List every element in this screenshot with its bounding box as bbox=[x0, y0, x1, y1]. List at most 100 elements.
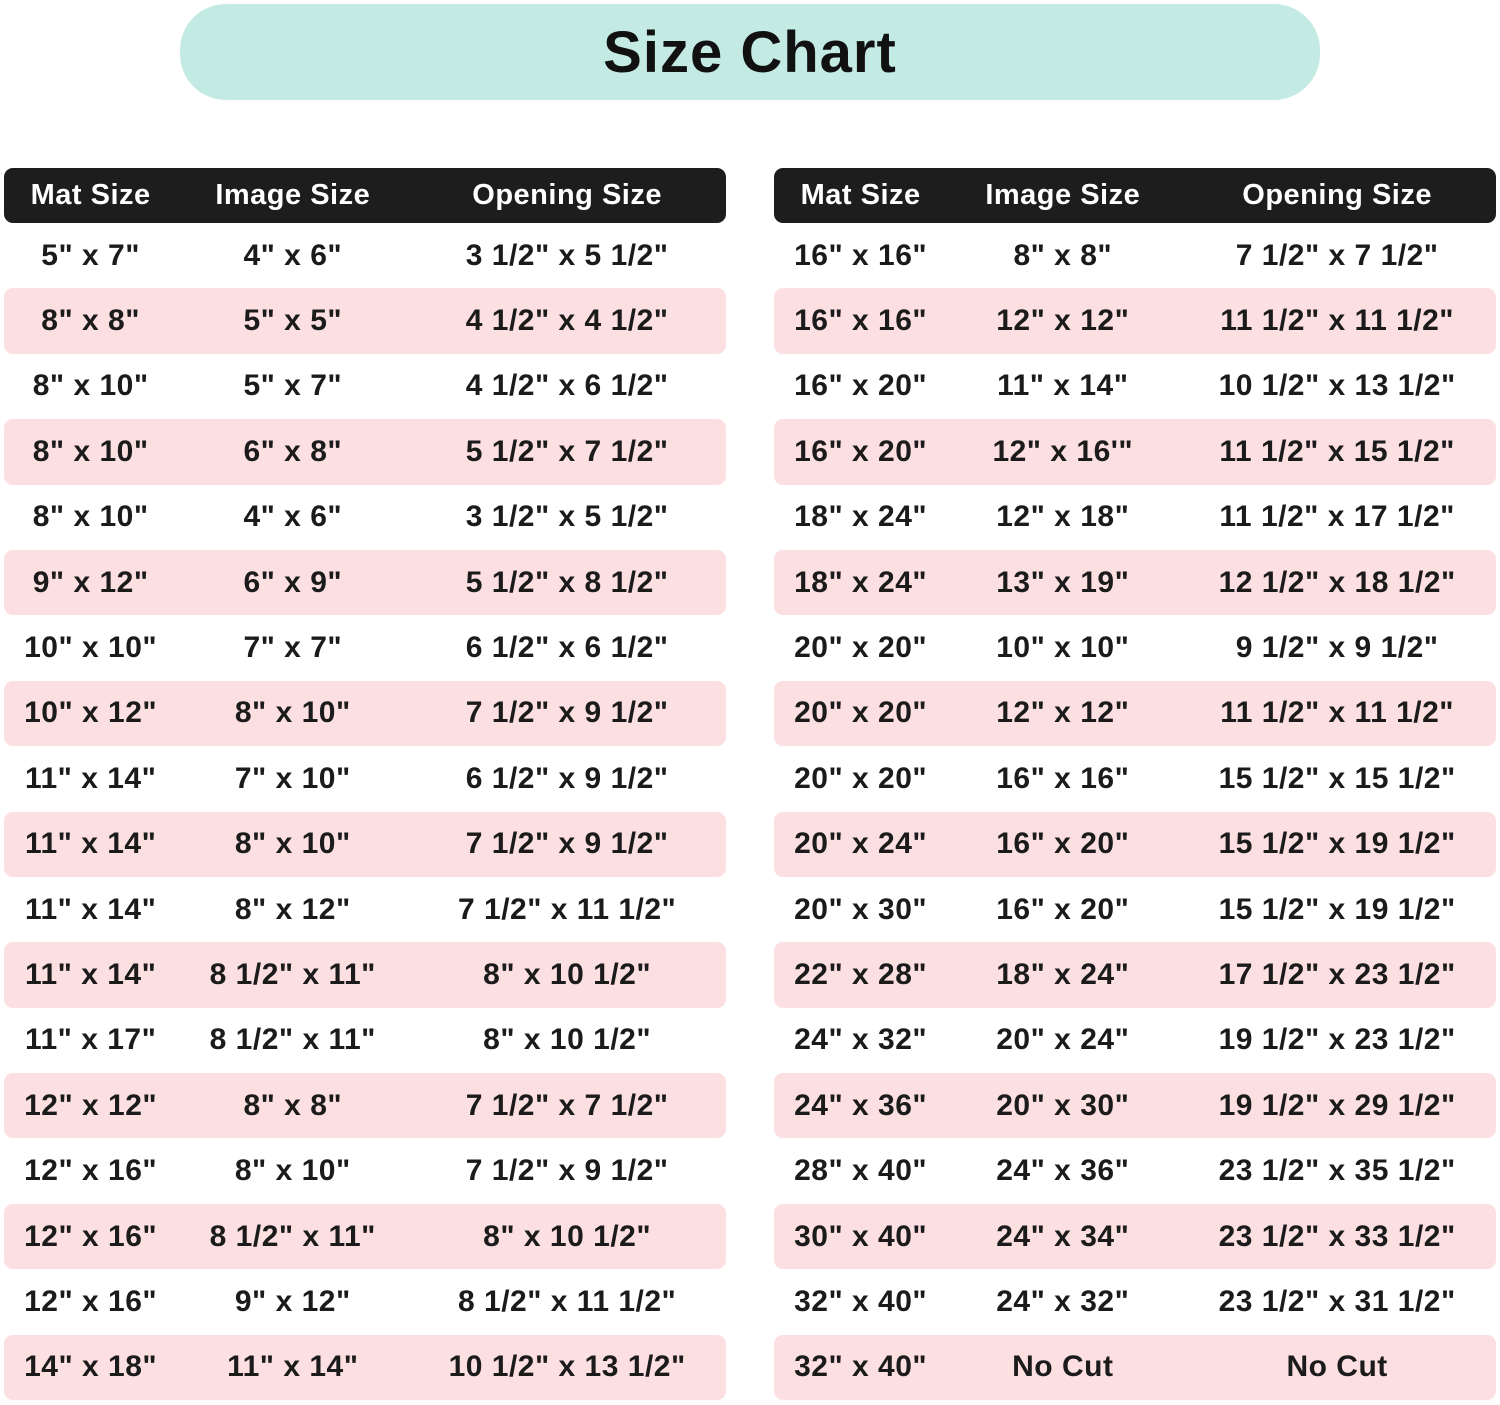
table-row: 20" x 24" 16" x 20" 15 1/2" x 19 1/2" bbox=[774, 811, 1496, 877]
table-cell: 15 1/2" x 15 1/2" bbox=[1218, 761, 1456, 795]
table-cell: 12" x 16'" bbox=[992, 434, 1134, 468]
tables-container: Mat Size Image Size Opening Size 5" x 7" 4" … bbox=[4, 168, 1496, 1401]
table-cell: 22" x 28" bbox=[794, 957, 928, 991]
table-cell: 16" x 20" bbox=[794, 369, 928, 403]
table-cell: 10" x 10" bbox=[24, 631, 158, 665]
table-cell: 7 1/2" x 9 1/2" bbox=[465, 1154, 669, 1188]
column-header: Image Size bbox=[985, 179, 1141, 211]
table-row: 11" x 14" 7" x 10" 6 1/2" x 9 1/2" bbox=[4, 746, 726, 811]
table-cell: 8 1/2" x 11" bbox=[209, 1219, 376, 1253]
table-row: 16" x 16" 8" x 8" 7 1/2" x 7 1/2" bbox=[774, 223, 1496, 288]
table-cell: 20" x 24" bbox=[794, 827, 928, 861]
table-cell: 12" x 16" bbox=[24, 1284, 158, 1318]
table-cell: 5" x 5" bbox=[243, 304, 343, 338]
table-cell: 18" x 24" bbox=[794, 500, 928, 534]
table-cell: 8 1/2" x 11" bbox=[209, 957, 376, 991]
table-cell: 8" x 12" bbox=[234, 892, 351, 926]
table-cell: 24" x 32" bbox=[996, 1284, 1130, 1318]
table-row: 8" x 8" 5" x 5" 4 1/2" x 4 1/2" bbox=[4, 288, 726, 354]
table-cell: 7 1/2" x 7 1/2" bbox=[465, 1088, 669, 1122]
table-header-row: Mat Size Image Size Opening Size bbox=[774, 168, 1496, 223]
table-cell: 16" x 20" bbox=[996, 892, 1130, 926]
table-row: 16" x 16" 12" x 12" 11 1/2" x 11 1/2" bbox=[774, 288, 1496, 354]
table-row: 20" x 20" 10" x 10" 9 1/2" x 9 1/2" bbox=[774, 615, 1496, 680]
table-cell: 12" x 12" bbox=[996, 696, 1130, 730]
table-cell: 20" x 20" bbox=[794, 696, 928, 730]
table-cell: 8" x 10" bbox=[234, 827, 351, 861]
table-row: 24" x 36" 20" x 30" 19 1/2" x 29 1/2" bbox=[774, 1073, 1496, 1139]
table-cell: 8" x 10 1/2" bbox=[483, 1023, 652, 1057]
column-header: Image Size bbox=[215, 179, 371, 211]
table-cell: 12 1/2" x 18 1/2" bbox=[1218, 565, 1456, 599]
table-cell: 6" x 9" bbox=[243, 565, 343, 599]
table-row: 20" x 20" 16" x 16" 15 1/2" x 15 1/2" bbox=[774, 746, 1496, 811]
table-cell: 11" x 14" bbox=[24, 761, 157, 795]
table-cell: 9" x 12" bbox=[234, 1284, 351, 1318]
table-row: 12" x 16" 8 1/2" x 11" 8" x 10 1/2" bbox=[4, 1203, 726, 1270]
table-row: 5" x 7" 4" x 6" 3 1/2" x 5 1/2" bbox=[4, 223, 726, 288]
table-cell: 11" x 14" bbox=[997, 369, 1129, 403]
table-cell: 24" x 32" bbox=[794, 1023, 928, 1057]
table-cell: 3 1/2" x 5 1/2" bbox=[465, 500, 669, 534]
table-cell: 8" x 8" bbox=[41, 304, 140, 338]
table-cell: 13" x 19" bbox=[996, 565, 1130, 599]
table-header-row: Mat Size Image Size Opening Size bbox=[4, 168, 726, 223]
table-cell: 8" x 10" bbox=[234, 696, 351, 730]
table-cell: 9" x 12" bbox=[32, 565, 149, 599]
table-row: 11" x 14" 8" x 10" 7 1/2" x 9 1/2" bbox=[4, 811, 726, 877]
table-cell: 8" x 8" bbox=[243, 1088, 343, 1122]
table-row: 10" x 12" 8" x 10" 7 1/2" x 9 1/2" bbox=[4, 680, 726, 747]
table-row: 20" x 30" 16" x 20" 15 1/2" x 19 1/2" bbox=[774, 877, 1496, 942]
table-cell: 12" x 12" bbox=[24, 1088, 158, 1122]
table-cell: 12" x 18" bbox=[996, 500, 1130, 534]
table-cell: 5 1/2" x 8 1/2" bbox=[465, 565, 669, 599]
table-cell: 12" x 16" bbox=[24, 1154, 158, 1188]
table-cell: 19 1/2" x 23 1/2" bbox=[1218, 1023, 1456, 1057]
table-cell: 6 1/2" x 6 1/2" bbox=[465, 631, 669, 665]
table-cell: 8" x 10" bbox=[32, 434, 149, 468]
table-cell: 5 1/2" x 7 1/2" bbox=[465, 434, 669, 468]
table-row: 24" x 32" 20" x 24" 19 1/2" x 23 1/2" bbox=[774, 1008, 1496, 1073]
table-cell: 11" x 14" bbox=[227, 1350, 359, 1384]
column-header: Mat Size bbox=[800, 179, 921, 211]
table-row: 28" x 40" 24" x 36" 23 1/2" x 35 1/2" bbox=[774, 1138, 1496, 1203]
table-cell: 19 1/2" x 29 1/2" bbox=[1218, 1088, 1456, 1122]
table-row: 9" x 12" 6" x 9" 5 1/2" x 8 1/2" bbox=[4, 549, 726, 616]
table-row: 18" x 24" 13" x 19" 12 1/2" x 18 1/2" bbox=[774, 549, 1496, 616]
table-cell: 7" x 7" bbox=[243, 631, 343, 665]
table-row: 20" x 20" 12" x 12" 11 1/2" x 11 1/2" bbox=[774, 680, 1496, 747]
table-row: 32" x 40" No Cut No Cut bbox=[774, 1334, 1496, 1401]
column-header: Opening Size bbox=[472, 179, 662, 211]
table-cell: 16" x 16" bbox=[794, 238, 928, 272]
column-header: Opening Size bbox=[1242, 179, 1432, 211]
table-cell: 6" x 8" bbox=[243, 434, 343, 468]
table-cell: 5" x 7" bbox=[41, 238, 140, 272]
table-cell: 8 1/2" x 11" bbox=[209, 1023, 376, 1057]
table-cell: 23 1/2" x 33 1/2" bbox=[1218, 1219, 1456, 1253]
table-cell: 20" x 30" bbox=[996, 1088, 1130, 1122]
table-cell: 3 1/2" x 5 1/2" bbox=[465, 238, 669, 272]
table-cell: 10" x 12" bbox=[24, 696, 158, 730]
table-row: 12" x 12" 8" x 8" 7 1/2" x 7 1/2" bbox=[4, 1073, 726, 1139]
table-cell: 11" x 14" bbox=[24, 892, 157, 926]
table-cell: 4" x 6" bbox=[243, 500, 343, 534]
table-row: 22" x 28" 18" x 24" 17 1/2" x 23 1/2" bbox=[774, 942, 1496, 1008]
table-cell: 24" x 34" bbox=[996, 1219, 1130, 1253]
table-row: 16" x 20" 11" x 14" 10 1/2" x 13 1/2" bbox=[774, 354, 1496, 419]
table-cell: 8" x 8" bbox=[1013, 238, 1113, 272]
table-cell: 17 1/2" x 23 1/2" bbox=[1218, 957, 1456, 991]
table-cell: 20" x 20" bbox=[794, 631, 928, 665]
table-cell: 20" x 20" bbox=[794, 761, 928, 795]
table-cell: 24" x 36" bbox=[996, 1154, 1130, 1188]
table-cell: 16" x 20" bbox=[794, 434, 928, 468]
table-cell: 8" x 10 1/2" bbox=[483, 957, 652, 991]
table-row: 12" x 16" 8" x 10" 7 1/2" x 9 1/2" bbox=[4, 1138, 726, 1203]
table-cell: 20" x 30" bbox=[794, 892, 928, 926]
page-title: Size Chart bbox=[603, 19, 897, 85]
table-cell: 10 1/2" x 13 1/2" bbox=[1218, 369, 1456, 403]
table-cell: 12" x 12" bbox=[996, 304, 1130, 338]
table-row: 11" x 14" 8 1/2" x 11" 8" x 10 1/2" bbox=[4, 942, 726, 1008]
table-cell: 4 1/2" x 6 1/2" bbox=[465, 369, 669, 403]
table-row: 16" x 20" 12" x 16'" 11 1/2" x 15 1/2" bbox=[774, 419, 1496, 485]
